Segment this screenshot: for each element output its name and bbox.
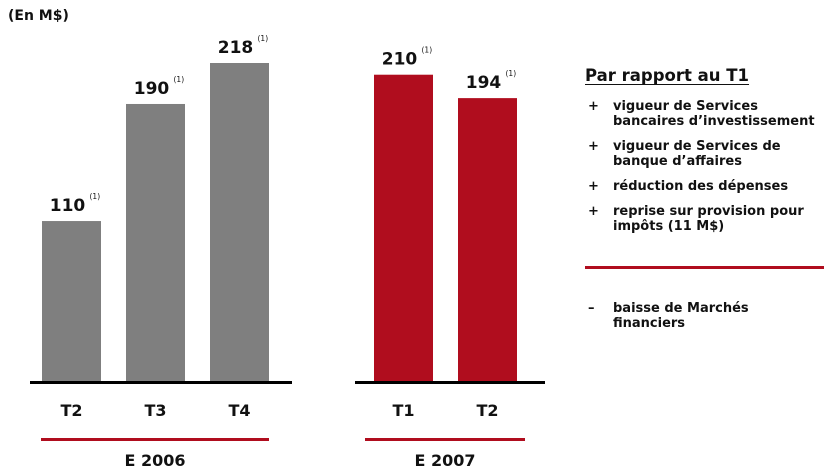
positive-factor-item: + vigueur de Services de banque d’affair… — [585, 139, 820, 169]
plus-sign: + — [588, 179, 599, 194]
bar — [374, 74, 433, 382]
footnote-marker: (1) — [506, 69, 517, 78]
comparison-panel: Par rapport au T1 + vigueur de Services … — [585, 66, 824, 341]
value-label: 210 — [382, 50, 418, 70]
plus-sign: + — [588, 139, 599, 154]
footnote-marker: (1) — [422, 46, 433, 55]
negative-factor-item: – baisse de Marchés financiers — [585, 301, 820, 331]
positive-factor-text: réduction des dépenses — [613, 179, 789, 194]
value-label: 190 — [134, 79, 170, 99]
bar — [210, 63, 269, 382]
value-label: 110 — [50, 196, 86, 216]
category-label: T4 — [228, 401, 250, 420]
positive-factor-text: vigueur de Services de banque d’affaires — [613, 139, 781, 169]
bar — [126, 103, 185, 383]
group-rule — [41, 438, 269, 441]
separator-rule — [585, 266, 824, 269]
positive-factor-item: + vigueur de Services bancaires d’invest… — [585, 99, 820, 129]
positive-factor-item: + reprise sur provision pour impôts (11 … — [585, 204, 820, 234]
axis-baseline — [30, 381, 292, 384]
category-label: T1 — [392, 401, 414, 420]
group-rule — [365, 438, 525, 441]
negative-factor-text: baisse de Marchés financiers — [613, 301, 749, 331]
bar — [42, 221, 101, 382]
comparison-title: Par rapport au T1 — [585, 66, 750, 85]
minus-sign: – — [588, 301, 595, 316]
bar-chart: 110 (1) T2 190 (1) T3 218 (1) T4 E 2006 210 (1) T1 19… — [30, 34, 545, 470]
category-label: T2 — [60, 401, 82, 420]
positive-factor-item: + réduction des dépenses — [585, 179, 820, 194]
positive-factors-list: + vigueur de Services bancaires d’invest… — [585, 99, 820, 234]
group-label: E 2007 — [414, 451, 475, 470]
category-label: T2 — [476, 401, 498, 420]
group-label: E 2006 — [124, 451, 185, 470]
footnote-marker: (1) — [90, 192, 101, 201]
unit-label: (En M$) — [8, 8, 69, 24]
plus-sign: + — [588, 99, 599, 114]
negative-factors-list: – baisse de Marchés financiers — [585, 301, 820, 331]
value-label: 218 — [218, 38, 254, 58]
footnote-marker: (1) — [258, 34, 269, 43]
positive-factor-text: vigueur de Services bancaires d’investis… — [613, 99, 815, 129]
bar — [458, 98, 517, 382]
footnote-marker: (1) — [174, 75, 185, 84]
value-label: 194 — [466, 73, 502, 93]
axis-baseline — [355, 381, 545, 384]
positive-factor-text: reprise sur provision pour impôts (11 M$… — [613, 204, 804, 234]
plus-sign: + — [588, 204, 599, 219]
category-label: T3 — [144, 401, 166, 420]
